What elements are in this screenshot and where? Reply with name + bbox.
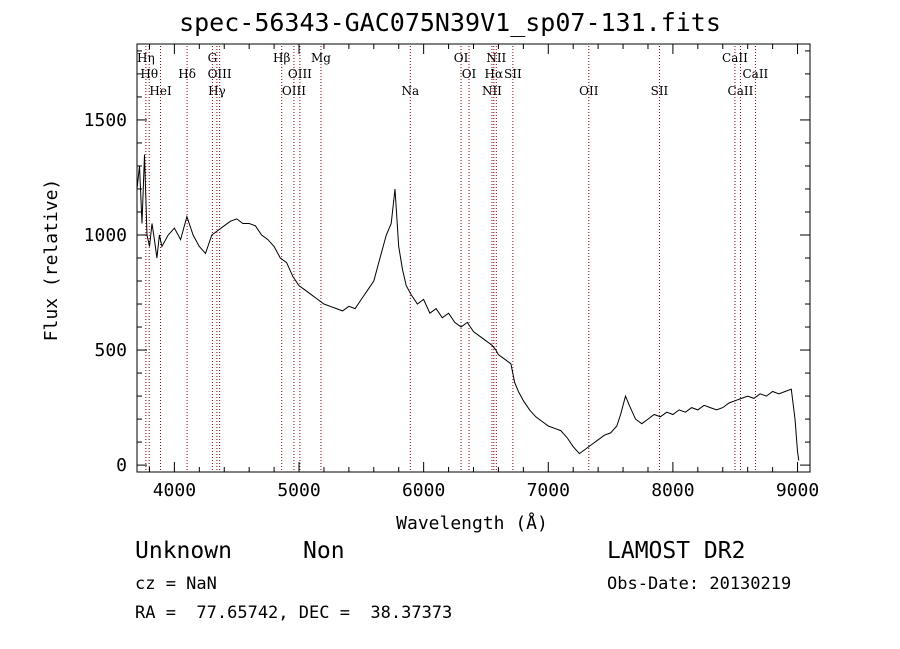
x-tick-label: 6000 — [402, 480, 445, 501]
line-label: HeI — [149, 84, 172, 98]
line-label: Hγ — [208, 84, 226, 98]
y-tick-label: 0 — [116, 455, 127, 476]
line-label: OII — [579, 84, 599, 98]
line-label: SII — [651, 84, 669, 98]
y-tick-label: 500 — [94, 340, 127, 361]
line-label: OIII — [288, 67, 312, 81]
line-label: SII — [504, 67, 522, 81]
line-label: Hβ — [273, 51, 290, 65]
plot-frame — [136, 43, 811, 473]
line-labels: Hη Hθ HeI Hδ G Hγ OIII Hβ OIII OIII Mg Na OI OI NII Hα N… — [137, 51, 769, 98]
line-label: Hδ — [178, 67, 196, 81]
observation-date: Obs-Date: 20130219 — [607, 574, 792, 594]
line-label: OI — [462, 67, 477, 81]
x-axis-label: Wavelength (Å) — [396, 512, 548, 534]
line-label: Mg — [311, 51, 331, 65]
x-tick-label: 5000 — [277, 480, 320, 501]
object-subclass: Non — [303, 538, 345, 564]
line-label: Na — [401, 84, 419, 98]
x-tick-label: 4000 — [153, 480, 196, 501]
line-label: CaII — [728, 84, 754, 98]
redshift-readout: cz = NaN — [135, 574, 217, 594]
line-label: OI — [454, 51, 469, 65]
y-tick-label: 1000 — [84, 225, 127, 246]
x-tick-label: 9000 — [776, 480, 819, 501]
line-label: NII — [482, 84, 502, 98]
line-label: OIII — [282, 84, 306, 98]
x-tick-label: 8000 — [651, 480, 694, 501]
line-label: OIII — [208, 67, 232, 81]
y-axis-label: Flux (relative) — [41, 179, 62, 342]
x-tick-label: 7000 — [527, 480, 570, 501]
line-label: Hθ — [140, 67, 158, 81]
survey-name: LAMOST DR2 — [607, 538, 746, 564]
axis-ticks: 4000 5000 6000 7000 8000 9000 0 500 1000 1500 — [84, 44, 819, 501]
coordinates-readout: RA = 77.65742, DEC = 38.37373 — [135, 603, 453, 623]
line-label: NII — [486, 51, 506, 65]
line-label: G — [208, 51, 218, 65]
line-label: CaII — [742, 67, 768, 81]
spectrum-line — [136, 154, 800, 461]
line-markers — [145, 46, 756, 472]
line-label: CaII — [722, 51, 748, 65]
y-tick-label: 1500 — [84, 110, 127, 131]
line-label: Hη — [137, 51, 155, 65]
line-label: Hα — [485, 67, 504, 81]
chart-title: spec-56343-GAC075N39V1_sp07-131.fits — [179, 8, 721, 37]
object-class: Unknown — [135, 538, 232, 564]
